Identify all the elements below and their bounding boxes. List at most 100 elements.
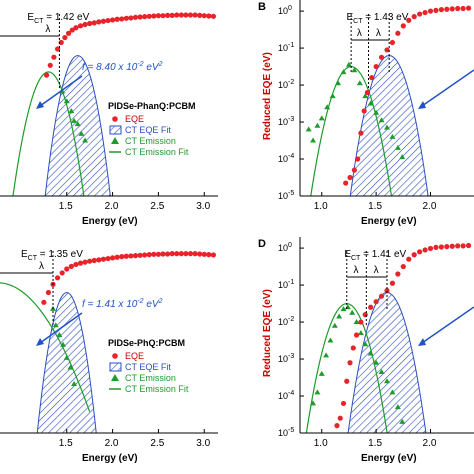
ect-label: ECT = 1.42 eV (27, 12, 89, 25)
ct-emission-point (314, 389, 321, 395)
f-value-label: f = 1.41 x 10-2 eV2 (82, 298, 163, 310)
x-tick-label: 2.5 (150, 438, 164, 449)
y-tick-label: 100 (278, 5, 292, 16)
eqe-point (378, 293, 385, 299)
eqe-point (151, 251, 157, 257)
eqe-point (77, 23, 84, 29)
eqe-point (119, 254, 125, 260)
plot-area (305, 242, 472, 433)
eqe-point (465, 5, 472, 11)
eqe-point (389, 39, 396, 46)
eqe-point (45, 289, 52, 296)
f-value-label: f = 8.40 x 10-2 eV2 (82, 61, 163, 73)
ct-emission-point (67, 364, 74, 370)
eqe-point (449, 243, 455, 249)
x-tick-label: 3.0 (196, 438, 210, 449)
eqe-point (201, 13, 207, 19)
ct-emission-fit-curve (0, 282, 91, 412)
eqe-point (160, 251, 166, 257)
legend-marker-emission (111, 137, 119, 144)
ct-emission-point (367, 350, 374, 356)
eqe-point (206, 252, 212, 258)
legend-title: PIDSe-PhQ:PCBM (108, 338, 185, 348)
ct-emission-point (68, 108, 75, 114)
ct-emission-point (378, 117, 385, 123)
ct-emission-point (394, 144, 401, 150)
y-tick-label: 10-1 (278, 279, 294, 290)
f-arrow (39, 75, 83, 107)
lambda-label: λ (376, 28, 381, 39)
eqe-point (82, 259, 88, 265)
ct-emission-point (71, 117, 78, 123)
ect-label: ECT = 1.43 eV (347, 12, 409, 25)
eqe-point (411, 14, 417, 20)
panel-letter: D (258, 238, 266, 250)
eqe-point (337, 415, 343, 421)
eqe-point (406, 17, 412, 23)
ct-emission-point (324, 104, 331, 110)
y-tick-label: 100 (278, 242, 292, 253)
eqe-point (460, 243, 466, 249)
eqe-point (417, 249, 423, 255)
eqe-point (438, 7, 444, 13)
ct-emission-point (399, 418, 406, 424)
panel-letter: B (258, 1, 266, 13)
eqe-point (395, 271, 401, 277)
x-axis-label: Energy (eV) (361, 216, 417, 227)
ct-emission-point (394, 404, 401, 410)
x-axis-label: Energy (eV) (361, 453, 417, 464)
eqe-point (197, 12, 203, 18)
eqe-point (64, 266, 70, 272)
f-arrowhead (36, 338, 44, 346)
eqe-point (146, 13, 152, 19)
eqe-point (137, 14, 143, 20)
panel-d: λ λ ECT = 1.41 eV Reduced EQE (eV) 1.0 1.5 2.0… (258, 237, 474, 464)
eqe-point (100, 256, 107, 262)
x-tick-label: 2.0 (105, 201, 119, 212)
legend-marker-fit (109, 362, 122, 372)
x-tick-label: 2.0 (423, 201, 437, 212)
eqe-point (368, 304, 374, 310)
lambda-label: λ (357, 28, 362, 39)
eqe-point (400, 263, 406, 270)
ct-emission-point (314, 122, 321, 128)
eqe-point (206, 13, 212, 19)
eqe-point (109, 255, 116, 261)
x-axis-label: Energy (eV) (82, 453, 138, 464)
x-tick-label: 2.0 (423, 438, 437, 449)
eqe-point (119, 16, 125, 22)
eqe-point (369, 75, 375, 81)
legend-label: CT EQE Fit (125, 362, 171, 372)
eqe-point (362, 312, 368, 318)
y-tick-label: 10-3 (278, 116, 294, 127)
eqe-point (347, 174, 353, 181)
legend-label: CT Emission (125, 136, 176, 146)
ct-emission-point (318, 115, 325, 121)
eqe-point (353, 332, 360, 338)
legend-marker-eqe (112, 116, 118, 122)
eqe-point (187, 12, 194, 18)
y-tick-label: 10-5 (278, 190, 294, 201)
x-tick-label: 1.0 (314, 438, 328, 449)
x-axis-label: Energy (eV) (82, 216, 138, 227)
ct-emission-point (389, 133, 396, 139)
legend-title: PIDSe-PhanQ:PCBM (108, 101, 196, 111)
eqe-point (192, 251, 198, 257)
eqe-point (351, 167, 357, 173)
eqe-point (422, 247, 428, 253)
f-arrow (421, 306, 474, 344)
eqe-point (58, 39, 64, 46)
eqe-point (128, 253, 134, 259)
eqe-point (96, 257, 102, 263)
x-tick-label: 2.0 (105, 438, 119, 449)
eqe-point (164, 12, 171, 18)
eqe-point (155, 13, 162, 19)
eqe-point (160, 13, 166, 19)
eqe-point (449, 6, 455, 12)
lambda-label: λ (39, 261, 44, 272)
eqe-point (114, 254, 120, 260)
eqe-point (183, 12, 189, 18)
eqe-point (438, 244, 444, 250)
eqe-point (417, 11, 423, 17)
